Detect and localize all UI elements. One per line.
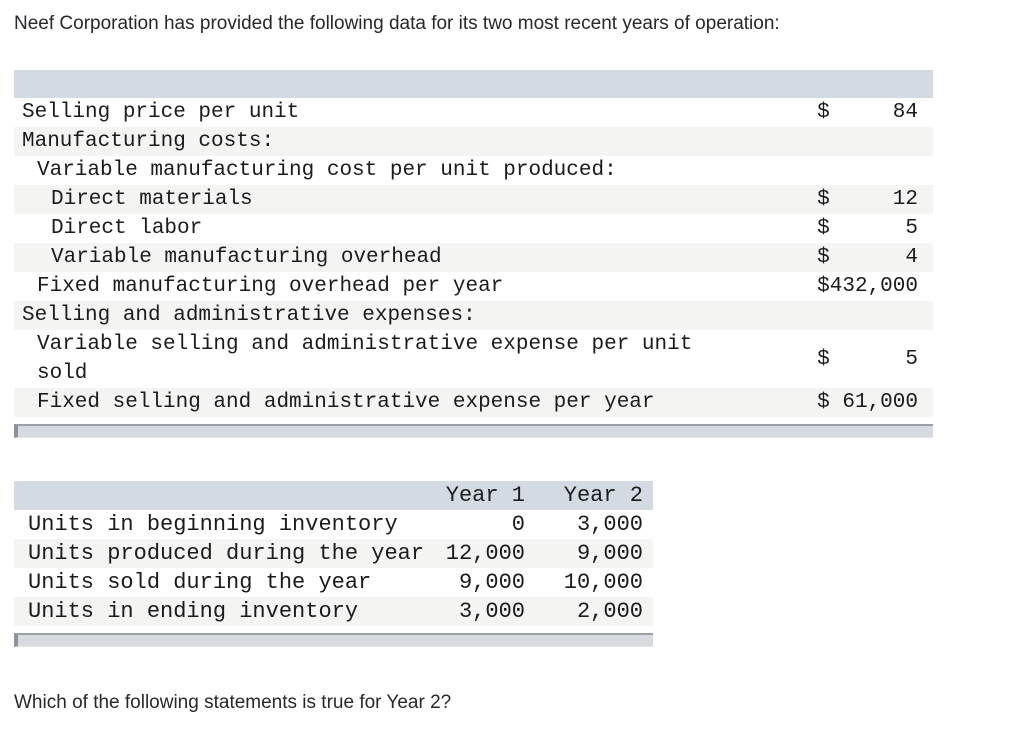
cost-table: Selling price per unit $ 84 Manufacturing …: [14, 70, 933, 417]
cost-table-row: Direct labor $ 5: [14, 214, 933, 243]
cost-row-label-text: Direct materials: [51, 188, 253, 211]
cost-table-scrollbar[interactable]: [14, 424, 933, 438]
units-table: Year 1 Year 2 Units in beginning invento…: [14, 481, 653, 626]
cost-row-label-text: Direct labor: [51, 217, 203, 240]
cost-row-amount: [812, 301, 933, 330]
cost-table-row: Variable selling and administrative expe…: [14, 330, 933, 388]
units-table-scrollbar[interactable]: [14, 633, 653, 647]
cost-row-label-text: Variable selling and administrative expe…: [37, 333, 693, 385]
cost-table-row: Manufacturing costs:: [14, 127, 933, 156]
cost-row-label: Manufacturing costs:: [14, 127, 812, 156]
cost-table-row: Selling price per unit $ 84: [14, 98, 933, 127]
cost-row-label: Variable manufacturing cost per unit pro…: [14, 156, 812, 185]
units-table-body: Units in beginning inventory 0 3,000 Units …: [14, 510, 653, 626]
cost-row-label-text: Manufacturing costs:: [22, 130, 275, 153]
units-row-year1-value: 0: [511, 512, 525, 537]
cost-row-label: Variable manufacturing overhead: [14, 243, 812, 272]
cost-row-amount: $ 12: [817, 188, 918, 211]
cost-row-label-text: Variable manufacturing cost per unit pro…: [37, 159, 617, 182]
units-row-label: Units in beginning inventory: [28, 512, 398, 537]
units-row-year1-value: 9,000: [458, 570, 525, 595]
cost-row-label: Direct materials: [14, 185, 812, 214]
units-row-label: Units in ending inventory: [28, 599, 359, 624]
cost-row-amount: $ 4: [817, 246, 918, 269]
units-table-row: Units in beginning inventory 0 3,000: [14, 510, 653, 539]
units-row-year2-value: 2,000: [576, 599, 643, 624]
cost-row-label-text: Selling and administrative expenses:: [22, 304, 476, 327]
cost-table-row: Fixed selling and administrative expense…: [14, 388, 933, 417]
cost-row-label-text: Fixed manufacturing overhead per year: [37, 275, 504, 298]
cost-row-label: Selling price per unit: [14, 98, 812, 127]
units-header-year1: Year 1: [445, 483, 525, 508]
cost-row-amount: $ 61,000: [817, 391, 918, 414]
page: Neef Corporation has provided the follow…: [0, 12, 1024, 714]
question-text: Which of the following statements is tru…: [14, 692, 452, 713]
intro-text: Neef Corporation has provided the follow…: [14, 13, 780, 34]
cost-table-row: Selling and administrative expenses:: [14, 301, 933, 330]
cost-row-label: Fixed manufacturing overhead per year: [14, 272, 812, 301]
cost-row-label-text: Selling price per unit: [22, 101, 300, 124]
cost-row-amount: [812, 156, 933, 185]
cost-row-label-text: Fixed selling and administrative expense…: [37, 391, 655, 414]
cost-row-amount: $ 5: [817, 347, 918, 371]
cost-table-header-bar: [14, 70, 933, 98]
cost-table-row: Variable manufacturing overhead $ 4: [14, 243, 933, 272]
cost-row-label: Selling and administrative expenses:: [14, 301, 812, 330]
units-row-year2-value: 9,000: [576, 541, 643, 566]
units-table-row: Units produced during the year 12,000 9,00…: [14, 539, 653, 568]
units-row-year2-value: 3,000: [576, 512, 643, 537]
units-row-year2-value: 10,000: [563, 570, 643, 595]
units-table-row: Units in ending inventory 3,000 2,000: [14, 597, 653, 626]
units-header-year2: Year 2: [563, 483, 643, 508]
units-row-year1-value: 3,000: [458, 599, 525, 624]
cost-row-label: Variable selling and administrative expe…: [14, 330, 812, 388]
units-header-spacer: [14, 481, 430, 510]
cost-row-amount: $432,000: [817, 275, 918, 298]
units-table-row: Units sold during the year 9,000 10,000: [14, 568, 653, 597]
units-row-year1-value: 12,000: [445, 541, 525, 566]
cost-row-label: Direct labor: [14, 214, 812, 243]
cost-table-row: Variable manufacturing cost per unit pro…: [14, 156, 933, 185]
units-row-label: Units sold during the year: [28, 570, 372, 595]
cost-table-row: Fixed manufacturing overhead per year $43…: [14, 272, 933, 301]
cost-row-amount: $ 84: [817, 101, 918, 124]
cost-table-body: Selling price per unit $ 84 Manufacturing …: [14, 98, 933, 417]
cost-table-row: Direct materials $ 12: [14, 185, 933, 214]
units-table-header-row: Year 1 Year 2: [14, 481, 653, 510]
cost-row-label: Fixed selling and administrative expense…: [14, 388, 812, 417]
cost-row-amount: [812, 127, 933, 156]
units-row-label: Units produced during the year: [28, 541, 425, 566]
cost-row-amount: $ 5: [817, 217, 918, 240]
cost-row-label-text: Variable manufacturing overhead: [51, 246, 442, 269]
